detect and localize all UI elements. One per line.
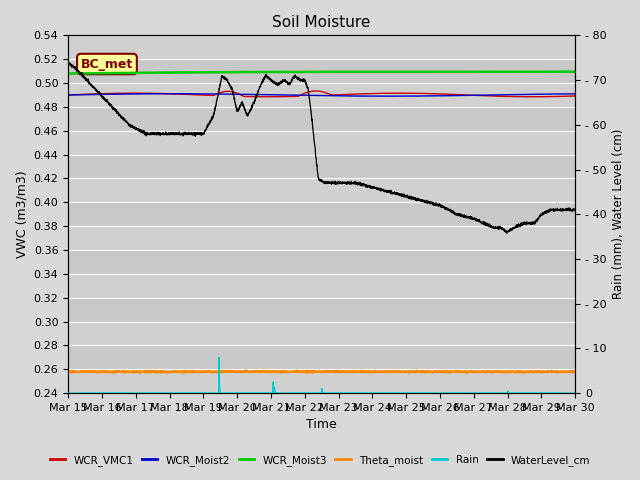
Bar <box>68 322 575 346</box>
Bar <box>68 274 575 298</box>
Bar <box>68 36 575 59</box>
Y-axis label: VWC (m3/m3): VWC (m3/m3) <box>15 170 28 258</box>
Text: BC_met: BC_met <box>81 58 133 71</box>
Bar <box>68 369 575 393</box>
Bar <box>68 131 575 155</box>
Legend: WCR_VMC1, WCR_Moist2, WCR_Moist3, Theta_moist, Rain, WaterLevel_cm: WCR_VMC1, WCR_Moist2, WCR_Moist3, Theta_… <box>45 451 595 470</box>
Title: Soil Moisture: Soil Moisture <box>273 15 371 30</box>
Bar <box>68 83 575 107</box>
Bar <box>68 226 575 250</box>
Bar <box>68 179 575 202</box>
Y-axis label: Rain (mm), Water Level (cm): Rain (mm), Water Level (cm) <box>612 129 625 300</box>
X-axis label: Time: Time <box>307 419 337 432</box>
